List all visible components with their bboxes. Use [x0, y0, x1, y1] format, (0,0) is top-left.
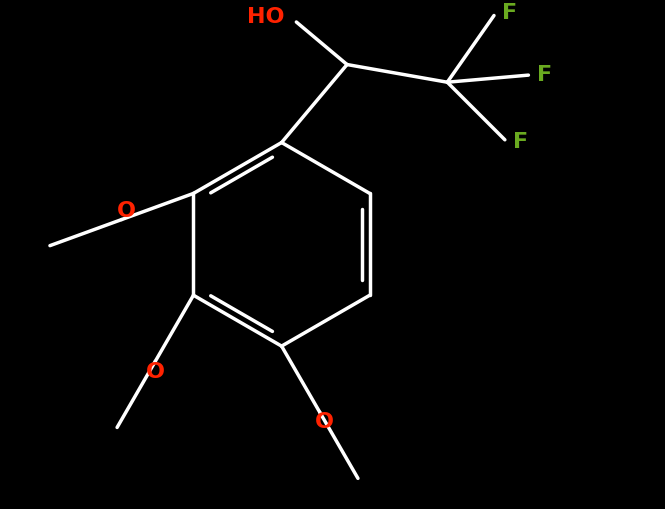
- Text: O: O: [146, 361, 165, 382]
- Text: O: O: [315, 412, 334, 433]
- Text: F: F: [513, 132, 528, 152]
- Text: HO: HO: [247, 7, 284, 27]
- Text: F: F: [537, 65, 552, 85]
- Text: F: F: [502, 4, 517, 23]
- Text: O: O: [117, 202, 136, 221]
